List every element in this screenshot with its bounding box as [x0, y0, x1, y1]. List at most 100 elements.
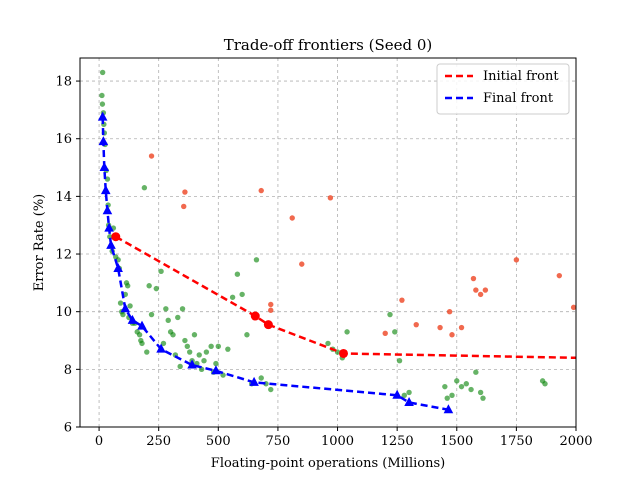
final-front-point [98, 136, 109, 146]
green-point [225, 346, 231, 352]
green-point [153, 285, 160, 292]
orange-point [458, 324, 465, 331]
green-point [99, 69, 106, 76]
green-point [406, 389, 412, 396]
green-point [215, 343, 222, 349]
orange-point [477, 291, 484, 298]
final-front-point [443, 404, 454, 414]
y-tick-label: 6 [64, 421, 72, 436]
green-point [170, 332, 176, 338]
final-front-point [211, 365, 221, 375]
orange-point [382, 330, 388, 337]
orange-point [399, 297, 405, 303]
green-point [144, 349, 150, 355]
green-point [139, 340, 145, 347]
green-point [203, 349, 210, 355]
orange-point [556, 272, 563, 279]
orange-point [327, 195, 334, 201]
green-point [165, 317, 171, 324]
orange-point [513, 257, 520, 263]
green-point [392, 329, 398, 335]
final-front-point [137, 320, 147, 330]
legend-final-label: Final front [483, 91, 554, 106]
initial-front-point [339, 348, 348, 358]
final-front-point [104, 222, 114, 232]
x-tick-label: 0 [95, 434, 103, 449]
orange-point [182, 189, 188, 195]
y-tick-label: 16 [55, 132, 72, 147]
final-front-point [120, 303, 131, 313]
green-point [191, 332, 198, 338]
green-point [449, 392, 455, 398]
orange-point [413, 321, 419, 328]
green-point [158, 268, 164, 275]
y-tick-label: 14 [55, 190, 72, 205]
final-front-point [99, 162, 110, 172]
final-front-point [156, 343, 166, 353]
green-point [124, 283, 131, 289]
green-point [473, 369, 479, 375]
orange-point [470, 275, 477, 282]
plot-frame [79, 57, 577, 428]
final-front-point [113, 262, 123, 272]
green-point [442, 383, 448, 390]
initial-front-point [263, 320, 273, 330]
final-front-line [101, 117, 449, 411]
y-tick-label: 12 [55, 248, 72, 263]
green-point [175, 314, 181, 321]
orange-point [289, 215, 295, 221]
orange-point [258, 187, 264, 194]
green-point [148, 311, 155, 318]
green-point [477, 389, 484, 396]
chart-title: Trade-off frontiers (Seed 0) [224, 36, 433, 54]
final-front-point [102, 205, 113, 215]
green-point [186, 349, 193, 355]
green-point [268, 386, 274, 393]
orange-point [299, 261, 305, 267]
green-point [141, 185, 148, 191]
initial-front-point [250, 311, 260, 321]
green-point [454, 378, 460, 384]
orange-point [482, 287, 489, 293]
orange-point [268, 307, 274, 313]
green-point [463, 381, 470, 387]
green-point [99, 101, 106, 107]
green-point [163, 306, 169, 312]
tick-layer: 0 250 500 750 1000 1250 1500 1750 2000 6 8 10 12 14 16… [55, 75, 592, 449]
green-point [468, 386, 474, 393]
final-front-point [100, 185, 111, 195]
green-point [387, 311, 393, 318]
x-tick-label: 1750 [500, 434, 533, 449]
green-point [182, 337, 188, 344]
orange-point [570, 304, 576, 311]
x-tick-label: 500 [206, 434, 231, 449]
green-point [344, 329, 350, 335]
green-point [253, 257, 260, 263]
green-point [401, 392, 408, 398]
legend: Initial front Final front [436, 63, 570, 115]
green-point [120, 311, 126, 318]
green-point [542, 381, 548, 387]
orange-point [437, 324, 443, 331]
orange-point [473, 287, 479, 293]
y-tick-label: 18 [55, 75, 72, 90]
green-point [208, 343, 214, 349]
green-point [127, 303, 133, 309]
green-point [458, 383, 465, 390]
orange-point [148, 153, 155, 159]
x-tick-label: 250 [146, 434, 171, 449]
green-point [196, 352, 202, 358]
green-point [184, 343, 191, 349]
green-point [160, 340, 167, 347]
y-tick-label: 10 [55, 305, 72, 320]
x-tick-label: 2000 [559, 434, 592, 449]
green-point [146, 283, 152, 289]
green-point [117, 300, 124, 306]
green-point [444, 395, 450, 401]
green-point [99, 92, 105, 99]
orange-point [181, 203, 187, 210]
green-point [258, 375, 264, 381]
final-front-point [127, 314, 138, 324]
green-point [229, 294, 236, 300]
